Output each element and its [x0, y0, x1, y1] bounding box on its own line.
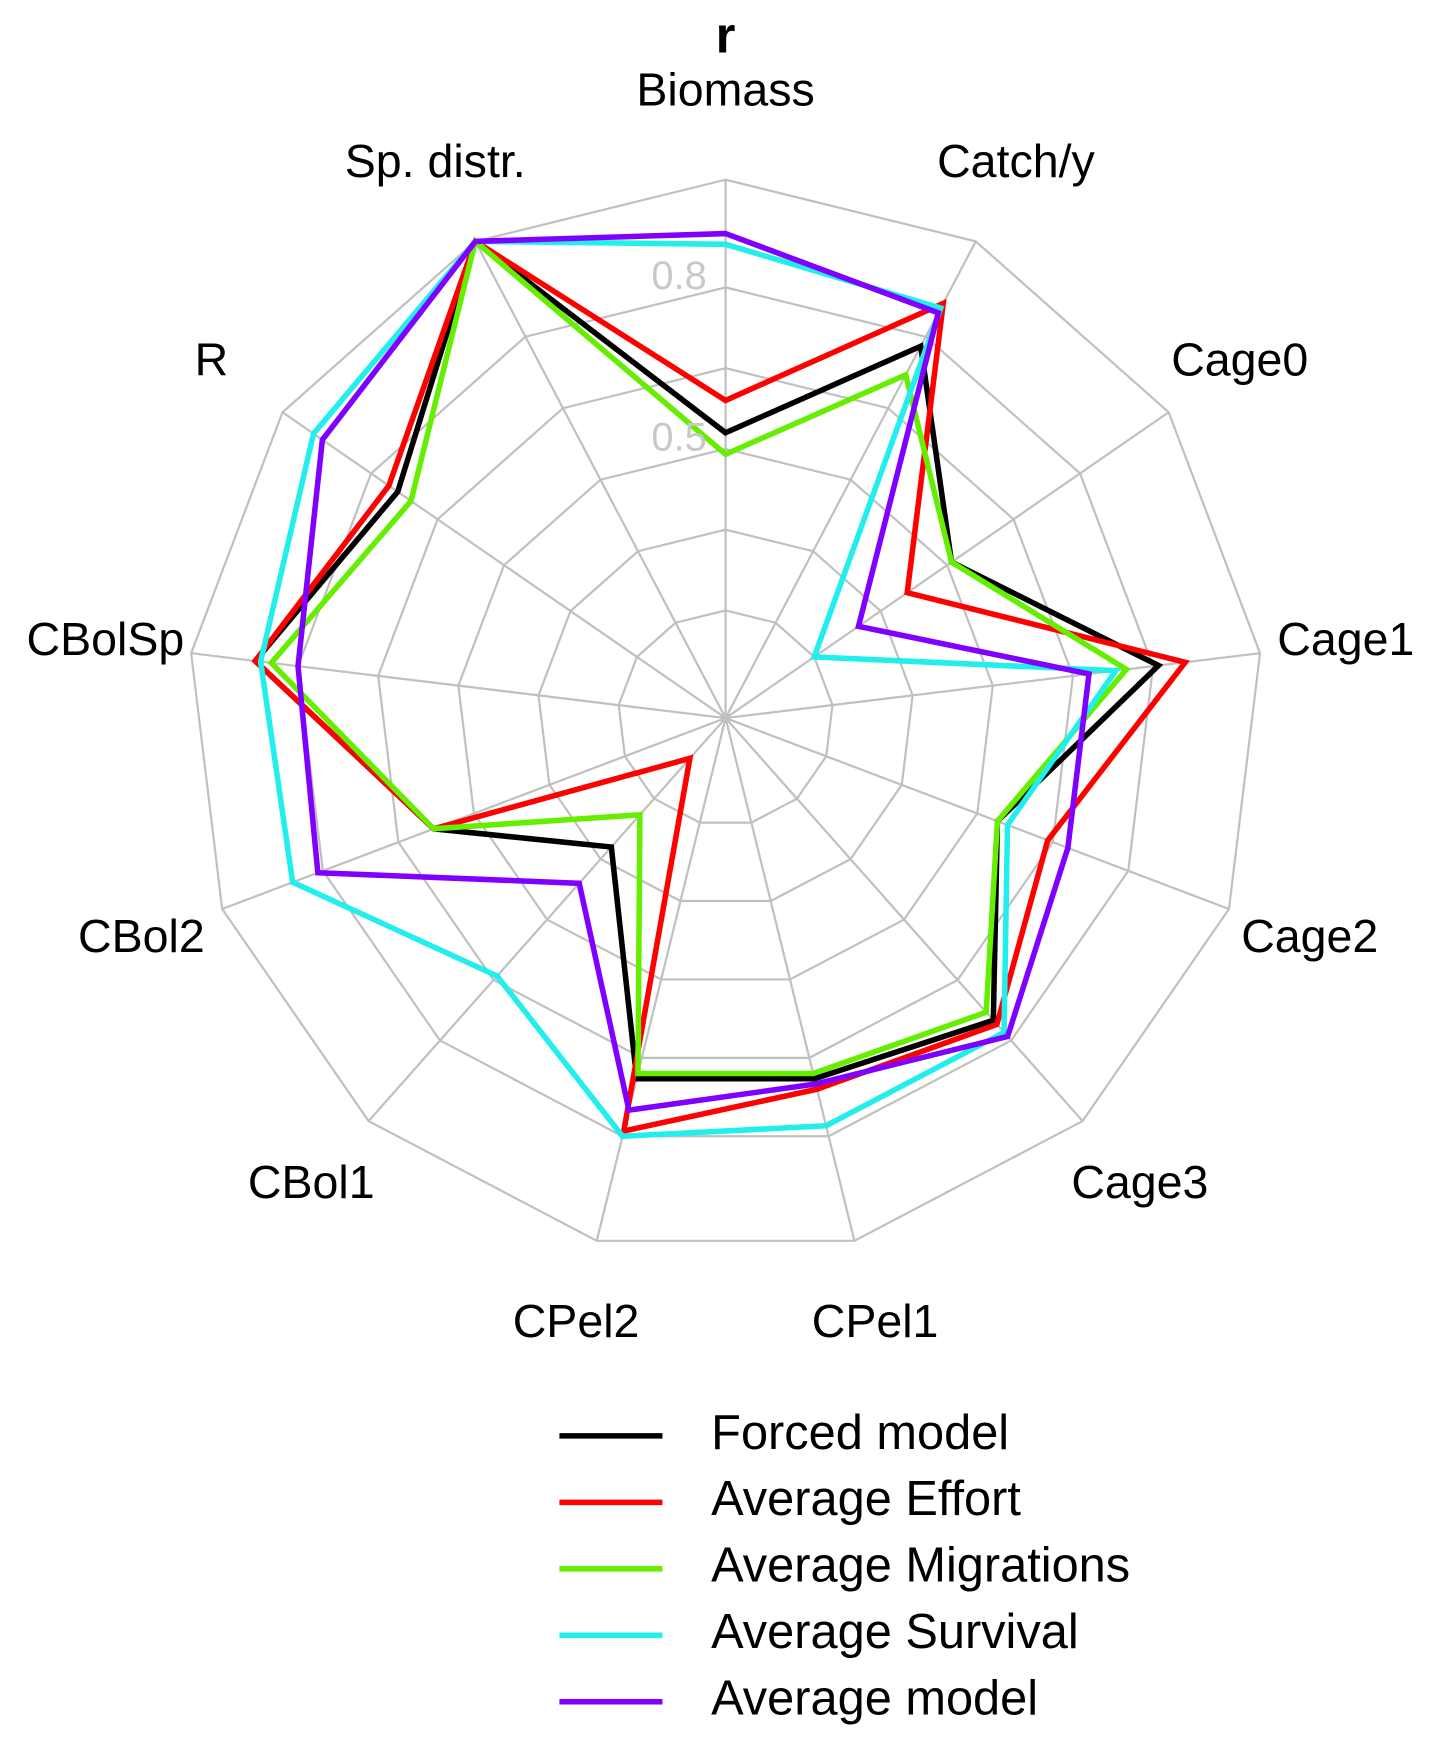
spoke [281, 411, 727, 719]
spoke [724, 411, 1170, 719]
axis-label: Sp. distr. [345, 135, 526, 187]
series-line [251, 237, 1190, 1135]
series-line [257, 238, 1121, 1140]
series-line [251, 236, 1164, 1082]
grid-ring [617, 609, 834, 824]
grid-ring [457, 447, 994, 981]
axis-label: CPel2 [513, 1295, 640, 1347]
spoke [221, 717, 726, 911]
legend-label: Forced model [711, 1406, 1009, 1460]
spoke [595, 717, 727, 1242]
tick-label: 0.8 [651, 254, 706, 298]
series-line [295, 230, 1093, 1114]
grid-ring [190, 178, 1262, 1242]
spoke [725, 717, 1230, 911]
spoke [724, 717, 1084, 1122]
axis-label: CBolSp [27, 613, 185, 665]
axis-label: Catch/y [937, 135, 1095, 187]
legend-label: Average model [711, 1672, 1038, 1726]
grid-ring [377, 366, 1075, 1059]
tick-label: 0.5 [651, 416, 706, 460]
axis-label: CBol2 [78, 910, 205, 962]
axis-label: CPel1 [812, 1295, 939, 1347]
grid-ring [537, 528, 914, 903]
axis-label: Biomass [636, 64, 814, 116]
axis-label: Cage0 [1171, 333, 1308, 385]
legend-label: Average Effort [711, 1472, 1021, 1526]
axis-label: Cage3 [1071, 1156, 1208, 1208]
legend-label: Average Survival [711, 1605, 1079, 1659]
axis-label: Cage2 [1241, 910, 1378, 962]
series-line [267, 236, 1131, 1077]
axis-label: R [195, 333, 229, 385]
spoke [724, 717, 856, 1242]
axis-label: Cage1 [1277, 613, 1414, 665]
grid-ring [296, 286, 1155, 1138]
spoke [474, 240, 727, 719]
spoke [191, 652, 726, 720]
legend-label: Average Migrations [711, 1539, 1130, 1593]
axis-label: CBol1 [248, 1156, 375, 1208]
spoke [725, 652, 1261, 720]
spoke [367, 717, 727, 1122]
chart-title: r [716, 6, 736, 63]
